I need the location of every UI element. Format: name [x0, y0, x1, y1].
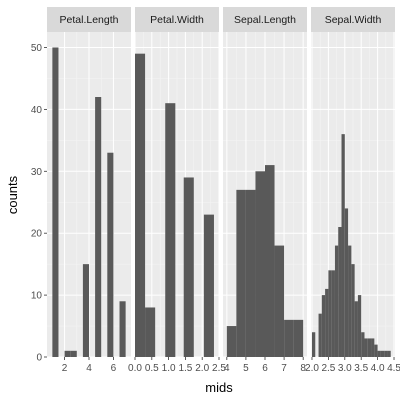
histogram-bar — [318, 313, 322, 357]
histogram-bar — [357, 295, 362, 357]
histogram-bar — [203, 214, 214, 357]
x-tick-label: 3.5 — [354, 363, 368, 374]
facet-strip-label: Petal.Width — [150, 14, 204, 26]
facet-strip-label: Sepal.Length — [234, 14, 296, 26]
x-tick-label: 3.0 — [338, 363, 352, 374]
y-axis-title: counts — [5, 175, 20, 214]
histogram-bar — [284, 319, 294, 357]
histogram-bar — [311, 332, 316, 357]
histogram-bar — [70, 350, 77, 357]
histogram-bar — [165, 103, 176, 357]
histogram-bar — [274, 245, 285, 357]
histogram-bar — [364, 338, 368, 357]
histogram-bar — [265, 165, 275, 357]
x-tick-label: 2.0 — [305, 363, 319, 374]
histogram-bar — [328, 270, 332, 357]
histogram-bar — [334, 245, 339, 357]
facet-strip-label: Sepal.Width — [325, 14, 382, 26]
histogram-bar — [255, 171, 265, 357]
x-tick-label: 2.5 — [212, 363, 226, 374]
histogram-bar — [52, 47, 59, 357]
x-tick-label: 0.0 — [128, 363, 142, 374]
histogram-bar — [64, 350, 71, 357]
histogram-bar — [344, 208, 349, 357]
x-tick-label: 0.5 — [145, 363, 159, 374]
histogram-bar — [384, 350, 388, 357]
histogram-bar — [354, 301, 358, 357]
histogram-bar — [95, 97, 102, 357]
histogram-bar — [380, 350, 385, 357]
y-tick-label: 20 — [31, 229, 43, 240]
histogram-bar — [387, 350, 391, 357]
x-tick-label: 5 — [243, 363, 249, 374]
histogram-bar — [183, 177, 194, 357]
histogram-bar — [348, 245, 352, 357]
facet-strip — [135, 7, 219, 32]
histogram-bar — [367, 338, 372, 357]
y-tick-label: 30 — [31, 167, 43, 178]
histogram-bar — [293, 319, 304, 357]
histogram-bar — [145, 307, 156, 357]
x-tick-label: 1.0 — [162, 363, 176, 374]
y-tick-label: 50 — [31, 43, 43, 54]
histogram-bar — [107, 152, 114, 357]
histogram-bar — [371, 338, 375, 357]
x-tick-label: 4 — [86, 363, 92, 374]
facet-strip — [223, 7, 307, 32]
x-tick-label: 7 — [281, 363, 287, 374]
facet-strip — [47, 7, 131, 32]
x-tick-label: 2.5 — [321, 363, 335, 374]
x-tick-label: 2.0 — [195, 363, 209, 374]
histogram-bar — [135, 53, 146, 358]
histogram-bar — [331, 270, 335, 357]
histogram-bar — [245, 189, 256, 357]
x-tick-label: 6 — [262, 363, 268, 374]
facet-panel-petal-width: Petal.Width 0.0 0.5 1.0 1.5 2.0 2.5 — [128, 7, 226, 374]
histogram-bar — [226, 326, 237, 357]
y-tick-labels: 0 10 20 30 40 50 — [31, 43, 47, 364]
x-tick-label: 2 — [62, 363, 68, 374]
facet-panel-petal-length: Petal.Length 2 4 6 — [47, 7, 131, 374]
histogram-bar — [374, 344, 378, 357]
facet-strip — [311, 7, 395, 32]
y-tick-label: 40 — [31, 105, 43, 116]
histogram-bar — [361, 332, 365, 357]
histogram-bar — [341, 134, 345, 357]
facet-strip-label: Petal.Length — [60, 14, 119, 26]
y-tick-label: 10 — [31, 291, 43, 302]
x-tick-label: 4.0 — [371, 363, 385, 374]
histogram-bar — [338, 227, 342, 357]
x-tick-label: 4.5 — [387, 363, 400, 374]
facet-panel-sepal-width: Sepal.Width 2.0 2.5 3.0 3.5 4.0 4.5 — [305, 7, 400, 374]
histogram-bar — [119, 301, 126, 357]
x-tick-label: 1.5 — [178, 363, 192, 374]
x-tick-label: 6 — [111, 363, 117, 374]
histogram-bar — [236, 189, 246, 357]
x-tick-label: 8 — [300, 363, 306, 374]
histogram-bar — [377, 350, 381, 357]
histogram-bar — [351, 264, 355, 357]
y-tick-label: 0 — [36, 353, 42, 364]
x-axis-title: mids — [205, 380, 233, 395]
histogram-bar — [325, 288, 329, 357]
x-tick-label: 4 — [224, 363, 230, 374]
histogram-bar — [321, 295, 326, 357]
histogram-bar — [82, 264, 89, 357]
facet-panel-sepal-length: Sepal.Length 4 5 6 7 8 — [223, 7, 307, 374]
